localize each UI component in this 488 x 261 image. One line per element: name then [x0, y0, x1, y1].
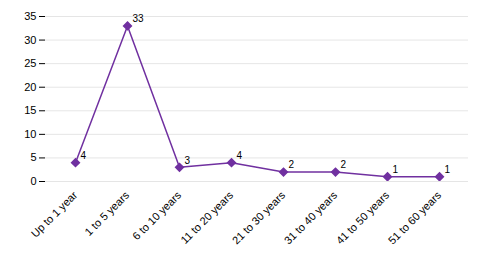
svg-text:11 to 20 years: 11 to 20 years: [178, 188, 236, 246]
svg-text:6 to 10 years: 6 to 10 years: [130, 188, 184, 242]
svg-text:41 to 50 years: 41 to 50 years: [334, 188, 392, 246]
svg-text:33: 33: [133, 13, 145, 24]
svg-text:31 to 40 years: 31 to 40 years: [282, 188, 340, 246]
svg-text:2: 2: [289, 159, 295, 170]
svg-text:30: 30: [24, 34, 36, 46]
svg-text:0: 0: [30, 175, 36, 187]
svg-text:1: 1: [445, 164, 451, 175]
svg-text:1 to 5 years: 1 to 5 years: [82, 188, 131, 237]
svg-text:1: 1: [393, 164, 399, 175]
svg-text:15: 15: [24, 104, 36, 116]
svg-text:4: 4: [81, 150, 87, 161]
svg-text:20: 20: [24, 81, 36, 93]
svg-text:5: 5: [30, 151, 36, 163]
svg-text:Up to 1 year: Up to 1 year: [29, 189, 80, 240]
svg-text:21 to 30 years: 21 to 30 years: [230, 188, 288, 246]
svg-text:25: 25: [24, 57, 36, 69]
svg-text:3: 3: [185, 155, 191, 166]
svg-text:10: 10: [24, 128, 36, 140]
svg-text:4: 4: [237, 150, 243, 161]
svg-text:51 to 60 years: 51 to 60 years: [386, 188, 444, 246]
svg-text:2: 2: [341, 159, 347, 170]
svg-text:35: 35: [24, 10, 36, 22]
